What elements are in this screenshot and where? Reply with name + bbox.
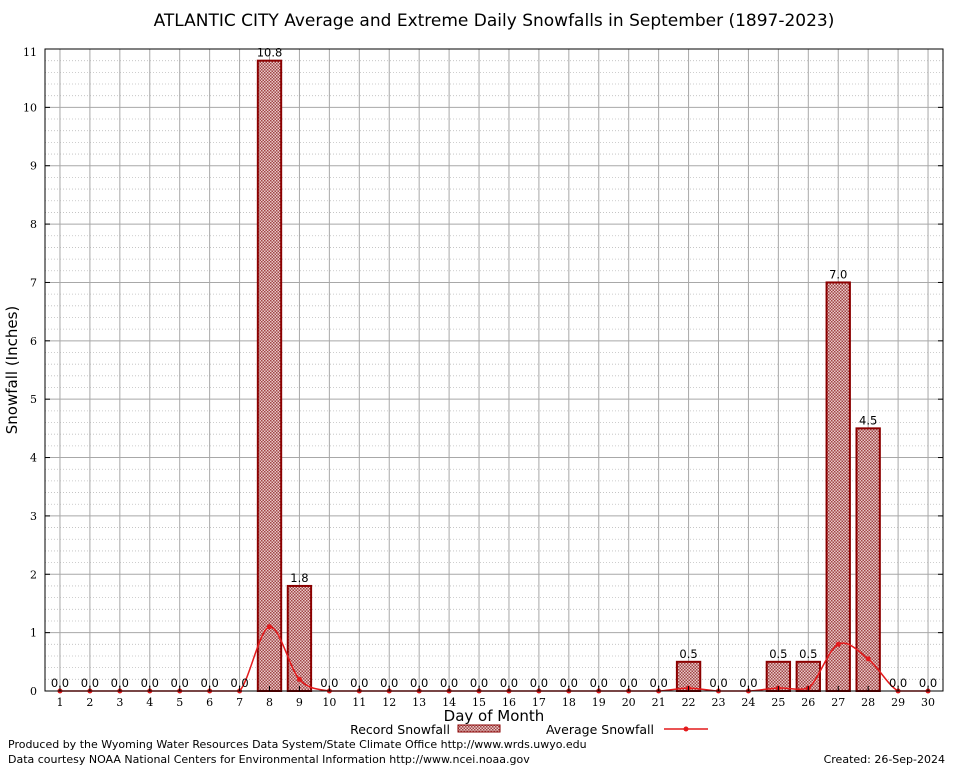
bar-label-day-2: 0.0 bbox=[81, 676, 99, 690]
bar-label-day-11: 0.0 bbox=[350, 676, 368, 690]
chart-title: ATLANTIC CITY Average and Extreme Daily … bbox=[154, 11, 835, 31]
x-tick-label: 19 bbox=[592, 696, 606, 709]
bar-label-day-4: 0.0 bbox=[141, 676, 159, 690]
bar-label-day-19: 0.0 bbox=[590, 676, 608, 690]
bar-label-day-13: 0.0 bbox=[410, 676, 428, 690]
x-tick-label: 7 bbox=[236, 696, 243, 709]
x-tick-label: 18 bbox=[562, 696, 576, 709]
y-tick-label: 9 bbox=[30, 160, 37, 173]
bar-label-day-5: 0.0 bbox=[171, 676, 189, 690]
bar-label-day-26: 0.5 bbox=[799, 647, 817, 661]
x-tick-label: 17 bbox=[532, 696, 546, 709]
y-tick-label: 1 bbox=[30, 627, 37, 640]
x-tick-label: 4 bbox=[146, 696, 153, 709]
bar-label-day-12: 0.0 bbox=[380, 676, 398, 690]
x-tick-label: 3 bbox=[116, 696, 123, 709]
bar-label-day-29: 0.0 bbox=[889, 676, 907, 690]
bar-label-day-17: 0.0 bbox=[530, 676, 548, 690]
y-tick-label: 7 bbox=[30, 276, 37, 289]
plot-frame bbox=[44, 48, 944, 692]
x-tick-label: 6 bbox=[206, 696, 213, 709]
bar-label-day-18: 0.0 bbox=[560, 676, 578, 690]
y-tick-label: 4 bbox=[30, 452, 37, 465]
legend: Record Snowfall Average Snowfall bbox=[350, 722, 708, 737]
legend-record-swatch bbox=[457, 724, 501, 733]
bar-label-day-20: 0.0 bbox=[620, 676, 638, 690]
footer-produced-by: Produced by the Wyoming Water Resources … bbox=[8, 738, 587, 751]
bar-label-day-28: 4.5 bbox=[859, 413, 877, 427]
bar-label-day-15: 0.0 bbox=[470, 676, 488, 690]
x-tick-label: 10 bbox=[322, 696, 336, 709]
x-tick-label: 22 bbox=[682, 696, 696, 709]
y-tick-label: 2 bbox=[30, 568, 37, 581]
x-tick-label: 9 bbox=[296, 696, 303, 709]
x-tick-label: 12 bbox=[382, 696, 396, 709]
bar-day-27 bbox=[825, 281, 851, 692]
average-point-day-28 bbox=[865, 656, 871, 662]
bar-label-day-21: 0.0 bbox=[649, 676, 667, 690]
average-point-day-27 bbox=[835, 641, 841, 647]
x-tick-label: 14 bbox=[442, 696, 456, 709]
x-ticks: 1 2 3 4 5 6 7 8 9 10 11 12 13 14 15 16 17 18 19 20 21 22 23 24 2… bbox=[56, 686, 935, 709]
y-tick-label: 0 bbox=[30, 685, 37, 698]
bar-label-day-7: 0.0 bbox=[230, 676, 248, 690]
y-tick-label: 6 bbox=[30, 335, 37, 348]
y-ticks: 0 1 2 3 4 5 6 7 8 9 10 11 bbox=[23, 46, 943, 698]
y-axis-title: Snowfall (Inches) bbox=[3, 306, 21, 434]
x-tick-label: 29 bbox=[891, 696, 905, 709]
bar-day-9 bbox=[286, 584, 313, 692]
average-point-day-9 bbox=[296, 676, 302, 682]
x-tick-label: 11 bbox=[352, 696, 366, 709]
bar-label-day-22: 0.5 bbox=[679, 647, 697, 661]
y-tick-label: 3 bbox=[30, 510, 37, 523]
bar-label-day-8: 10.8 bbox=[257, 46, 283, 60]
x-tick-label: 1 bbox=[56, 696, 63, 709]
footer-created: Created: 26-Sep-2024 bbox=[823, 753, 945, 766]
bar-label-day-16: 0.0 bbox=[500, 676, 518, 690]
bar-label-day-23: 0.0 bbox=[709, 676, 727, 690]
x-tick-label: 5 bbox=[176, 696, 183, 709]
x-tick-label: 23 bbox=[712, 696, 726, 709]
x-tick-label: 28 bbox=[861, 696, 875, 709]
bar-label-day-30: 0.0 bbox=[919, 676, 937, 690]
x-tick-label: 8 bbox=[266, 696, 273, 709]
footer-courtesy: Data courtesy NOAA National Centers for … bbox=[8, 753, 530, 766]
bar-label-day-1: 0.0 bbox=[51, 676, 69, 690]
bar-label-day-6: 0.0 bbox=[200, 676, 218, 690]
x-tick-label: 24 bbox=[741, 696, 755, 709]
legend-average-marker bbox=[683, 726, 689, 732]
bar-label-day-10: 0.0 bbox=[320, 676, 338, 690]
legend-record-label: Record Snowfall bbox=[350, 722, 450, 737]
x-axis-title: Day of Month bbox=[444, 707, 545, 725]
legend-average-label: Average Snowfall bbox=[546, 722, 654, 737]
bar-label-day-3: 0.0 bbox=[111, 676, 129, 690]
x-tick-label: 27 bbox=[831, 696, 845, 709]
bar-label-day-25: 0.5 bbox=[769, 647, 787, 661]
x-tick-label: 26 bbox=[801, 696, 815, 709]
x-tick-label: 2 bbox=[86, 696, 93, 709]
bar-labels: 0.0 0.0 0.0 0.0 0.0 0.0 0.0 10.8 1.8 0.0 0.0 0.0 0.0… bbox=[51, 46, 937, 690]
x-tick-label: 20 bbox=[622, 696, 636, 709]
y-tick-label: 8 bbox=[30, 218, 37, 231]
bar-day-8 bbox=[256, 59, 283, 692]
bar-label-day-24: 0.0 bbox=[739, 676, 757, 690]
bar-label-day-27: 7.0 bbox=[829, 267, 847, 281]
grid bbox=[45, 48, 943, 692]
bar-label-day-14: 0.0 bbox=[440, 676, 458, 690]
x-tick-label: 15 bbox=[472, 696, 486, 709]
x-tick-label: 21 bbox=[652, 696, 666, 709]
x-tick-label: 25 bbox=[771, 696, 785, 709]
bar-label-day-9: 1.8 bbox=[290, 571, 308, 585]
x-tick-label: 16 bbox=[502, 696, 516, 709]
x-tick-label: 30 bbox=[921, 696, 935, 709]
x-tick-label: 13 bbox=[412, 696, 426, 709]
y-tick-label: 10 bbox=[23, 101, 37, 114]
y-tick-label: 11 bbox=[23, 46, 37, 59]
average-point-day-8 bbox=[267, 624, 272, 630]
y-tick-label: 5 bbox=[30, 393, 37, 406]
